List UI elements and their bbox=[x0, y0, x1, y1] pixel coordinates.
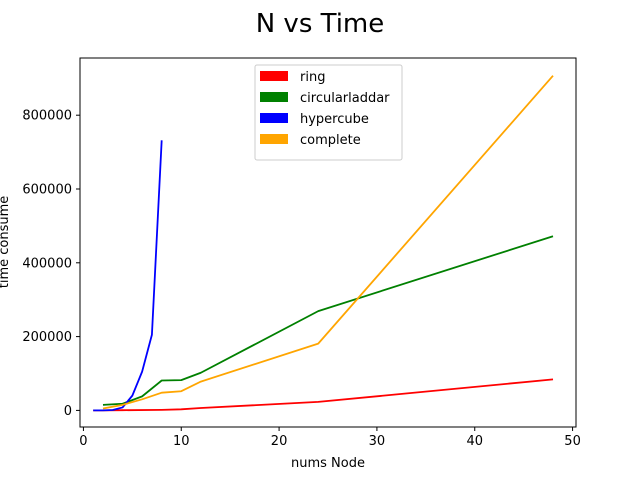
y-tick-label: 400000 bbox=[22, 256, 72, 271]
x-tick-label: 20 bbox=[271, 434, 288, 449]
axes-layer: 0 10 20 30 40 50 0 200000 400000 600000 800000 bbox=[22, 57, 581, 449]
y-tick-label: 600000 bbox=[22, 182, 72, 197]
x-tick-label: 50 bbox=[564, 434, 581, 449]
x-tick-label: 10 bbox=[173, 434, 190, 449]
series-line-hypercube bbox=[93, 140, 163, 412]
legend-label-ring: ring bbox=[300, 70, 325, 85]
series-layer bbox=[93, 75, 554, 412]
legend-swatch-hypercube bbox=[260, 113, 288, 123]
y-tick-label: 200000 bbox=[22, 330, 72, 345]
legend-label-hypercube: hypercube bbox=[300, 112, 369, 127]
legend-label-complete: complete bbox=[300, 133, 361, 148]
legend: ring circularladdar hypercube complete bbox=[254, 64, 403, 161]
legend-swatch-circularladdar bbox=[260, 92, 288, 102]
legend-frame bbox=[254, 64, 403, 161]
legend-swatch-complete bbox=[260, 134, 288, 144]
legend-label-circularladdar: circularladdar bbox=[300, 91, 390, 106]
chart-title: N vs Time bbox=[256, 9, 385, 39]
series-line-complete bbox=[102, 75, 554, 410]
axes-frame bbox=[79, 57, 577, 428]
x-tick-label: 40 bbox=[466, 434, 483, 449]
x-tick-label: 30 bbox=[369, 434, 386, 449]
x-tick-label: 0 bbox=[79, 434, 87, 449]
legend-swatch-ring bbox=[260, 71, 288, 81]
y-axis-label: time consume bbox=[0, 196, 12, 289]
x-axis-label: nums Node bbox=[291, 456, 365, 471]
y-tick-label: 0 bbox=[64, 404, 72, 419]
y-tick-label: 800000 bbox=[22, 109, 72, 124]
